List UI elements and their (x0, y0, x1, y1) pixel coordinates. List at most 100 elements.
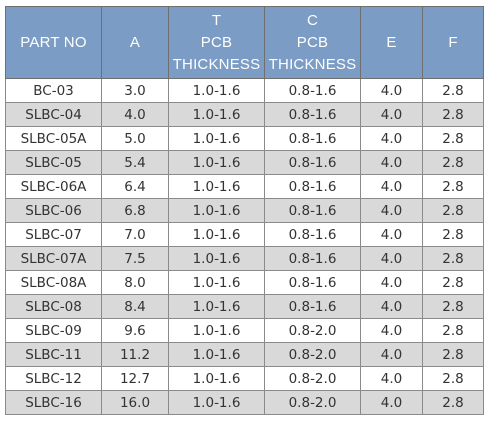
cell-part-no: SLBC-16 (5, 390, 102, 415)
cell-e: 4.0 (360, 78, 423, 103)
cell-c: 0.8-2.0 (264, 390, 361, 415)
cell-part-no: SLBC-05A (5, 126, 102, 151)
cell-c: 0.8-1.6 (264, 174, 361, 199)
cell-a: 12.7 (101, 366, 169, 391)
table-row: SLBC-06 6.8 1.0-1.6 0.8-1.6 4.0 2.8 (5, 198, 484, 223)
table-row: SLBC-07 7.0 1.0-1.6 0.8-1.6 4.0 2.8 (5, 222, 484, 247)
cell-part-no: BC-03 (5, 78, 102, 103)
cell-e: 4.0 (360, 318, 423, 343)
header-line: PCB (296, 33, 329, 51)
table-body: BC-03 3.0 1.0-1.6 0.8-1.6 4.0 2.8 SLBC-0… (5, 78, 484, 415)
header-line: PART NO (20, 33, 87, 51)
header-line: T (211, 11, 222, 29)
cell-a: 7.0 (101, 222, 169, 247)
header-line: THICKNESS (172, 55, 261, 73)
cell-part-no: SLBC-11 (5, 342, 102, 367)
cell-t: 1.0-1.6 (168, 366, 265, 391)
cell-t: 1.0-1.6 (168, 150, 265, 175)
cell-part-no: SLBC-07A (5, 246, 102, 271)
table-row: SLBC-08 8.4 1.0-1.6 0.8-1.6 4.0 2.8 (5, 294, 484, 319)
cell-part-no: SLBC-04 (5, 102, 102, 127)
cell-e: 4.0 (360, 102, 423, 127)
cell-e: 4.0 (360, 198, 423, 223)
cell-a: 3.0 (101, 78, 169, 103)
header-line: F (448, 33, 458, 51)
cell-t: 1.0-1.6 (168, 222, 265, 247)
header-part-no: PART NO (5, 6, 102, 79)
cell-f: 2.8 (422, 270, 484, 295)
cell-a: 7.5 (101, 246, 169, 271)
spec-table: PART NO A T PCB THICKNESS C PCB THICKNES… (5, 6, 484, 415)
cell-e: 4.0 (360, 222, 423, 247)
cell-f: 2.8 (422, 102, 484, 127)
cell-part-no: SLBC-06 (5, 198, 102, 223)
header-c-pcb-thickness: C PCB THICKNESS (264, 6, 361, 79)
cell-a: 16.0 (101, 390, 169, 415)
header-t-pcb-thickness: T PCB THICKNESS (168, 6, 265, 79)
table-row: SLBC-16 16.0 1.0-1.6 0.8-2.0 4.0 2.8 (5, 390, 484, 415)
cell-e: 4.0 (360, 294, 423, 319)
spec-table-container: PART NO A T PCB THICKNESS C PCB THICKNES… (5, 6, 484, 415)
cell-part-no: SLBC-07 (5, 222, 102, 247)
cell-t: 1.0-1.6 (168, 294, 265, 319)
cell-c: 0.8-1.6 (264, 270, 361, 295)
cell-t: 1.0-1.6 (168, 270, 265, 295)
table-row: SLBC-05A 5.0 1.0-1.6 0.8-1.6 4.0 2.8 (5, 126, 484, 151)
cell-c: 0.8-1.6 (264, 126, 361, 151)
table-row: SLBC-11 11.2 1.0-1.6 0.8-2.0 4.0 2.8 (5, 342, 484, 367)
cell-e: 4.0 (360, 390, 423, 415)
cell-e: 4.0 (360, 246, 423, 271)
cell-a: 9.6 (101, 318, 169, 343)
header-row: PART NO A T PCB THICKNESS C PCB THICKNES… (5, 6, 484, 79)
header-line: A (129, 33, 141, 51)
table-row: BC-03 3.0 1.0-1.6 0.8-1.6 4.0 2.8 (5, 78, 484, 103)
cell-part-no: SLBC-08A (5, 270, 102, 295)
cell-a: 5.4 (101, 150, 169, 175)
cell-c: 0.8-2.0 (264, 366, 361, 391)
cell-e: 4.0 (360, 174, 423, 199)
table-row: SLBC-09 9.6 1.0-1.6 0.8-2.0 4.0 2.8 (5, 318, 484, 343)
cell-e: 4.0 (360, 126, 423, 151)
cell-part-no: SLBC-12 (5, 366, 102, 391)
cell-part-no: SLBC-09 (5, 318, 102, 343)
cell-c: 0.8-1.6 (264, 102, 361, 127)
cell-t: 1.0-1.6 (168, 318, 265, 343)
cell-f: 2.8 (422, 294, 484, 319)
cell-t: 1.0-1.6 (168, 342, 265, 367)
cell-t: 1.0-1.6 (168, 174, 265, 199)
cell-c: 0.8-1.6 (264, 294, 361, 319)
table-row: SLBC-04 4.0 1.0-1.6 0.8-1.6 4.0 2.8 (5, 102, 484, 127)
cell-f: 2.8 (422, 246, 484, 271)
cell-c: 0.8-1.6 (264, 222, 361, 247)
header-f: F (422, 6, 484, 79)
cell-a: 4.0 (101, 102, 169, 127)
cell-e: 4.0 (360, 150, 423, 175)
cell-f: 2.8 (422, 318, 484, 343)
cell-c: 0.8-2.0 (264, 342, 361, 367)
table-row: SLBC-08A 8.0 1.0-1.6 0.8-1.6 4.0 2.8 (5, 270, 484, 295)
header-a: A (101, 6, 169, 79)
table-row: SLBC-06A 6.4 1.0-1.6 0.8-1.6 4.0 2.8 (5, 174, 484, 199)
cell-c: 0.8-1.6 (264, 78, 361, 103)
cell-c: 0.8-1.6 (264, 198, 361, 223)
table-row: SLBC-05 5.4 1.0-1.6 0.8-1.6 4.0 2.8 (5, 150, 484, 175)
cell-f: 2.8 (422, 174, 484, 199)
cell-t: 1.0-1.6 (168, 78, 265, 103)
cell-t: 1.0-1.6 (168, 102, 265, 127)
header-line: C (306, 11, 319, 29)
cell-c: 0.8-1.6 (264, 150, 361, 175)
cell-a: 8.4 (101, 294, 169, 319)
cell-c: 0.8-1.6 (264, 246, 361, 271)
table-header: PART NO A T PCB THICKNESS C PCB THICKNES… (5, 6, 484, 79)
table-row: SLBC-07A 7.5 1.0-1.6 0.8-1.6 4.0 2.8 (5, 246, 484, 271)
cell-f: 2.8 (422, 126, 484, 151)
cell-f: 2.8 (422, 390, 484, 415)
table-row: SLBC-12 12.7 1.0-1.6 0.8-2.0 4.0 2.8 (5, 366, 484, 391)
cell-a: 8.0 (101, 270, 169, 295)
cell-t: 1.0-1.6 (168, 246, 265, 271)
cell-part-no: SLBC-06A (5, 174, 102, 199)
cell-e: 4.0 (360, 366, 423, 391)
cell-c: 0.8-2.0 (264, 318, 361, 343)
cell-t: 1.0-1.6 (168, 126, 265, 151)
cell-f: 2.8 (422, 366, 484, 391)
